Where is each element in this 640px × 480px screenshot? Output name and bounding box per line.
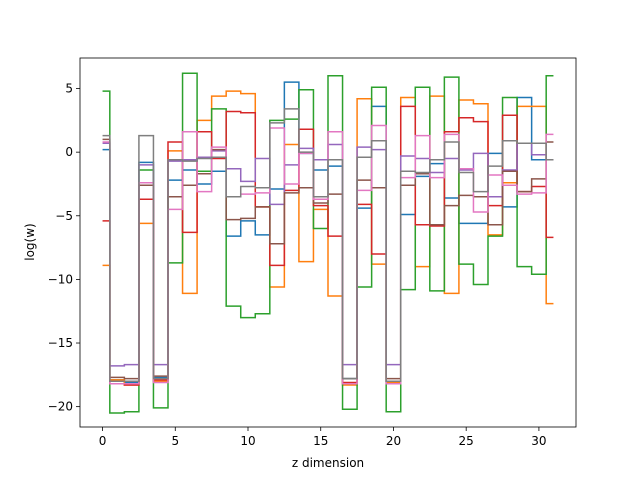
series-line-7 bbox=[102, 124, 554, 385]
x-axis-ticks: 0 5 10 15 20 25 30 bbox=[99, 427, 547, 448]
x-tick-label: 0 bbox=[99, 434, 107, 448]
y-tick-label: 5 bbox=[65, 82, 73, 96]
series-line-1 bbox=[102, 81, 554, 384]
y-axis-ticks: 5 0 −5 −10 −15 −20 bbox=[48, 82, 80, 414]
y-tick-label: −15 bbox=[48, 336, 73, 350]
y-tick-label: 0 bbox=[65, 145, 73, 159]
y-tick-label: −5 bbox=[55, 209, 73, 223]
x-tick-label: 10 bbox=[240, 434, 255, 448]
series-layer bbox=[102, 72, 554, 414]
x-tick-label: 15 bbox=[313, 434, 328, 448]
series-line-8 bbox=[102, 108, 554, 382]
x-tick-label: 25 bbox=[459, 434, 474, 448]
x-axis-label: z dimension bbox=[292, 456, 364, 470]
y-tick-label: −20 bbox=[48, 400, 73, 414]
x-tick-label: 30 bbox=[531, 434, 546, 448]
plot-frame bbox=[79, 57, 577, 428]
x-tick-label: 20 bbox=[386, 434, 401, 448]
x-tick-label: 5 bbox=[171, 434, 179, 448]
series-line-4 bbox=[102, 105, 554, 386]
y-axis-label: log(w) bbox=[23, 223, 37, 260]
y-tick-label: −10 bbox=[48, 272, 73, 286]
